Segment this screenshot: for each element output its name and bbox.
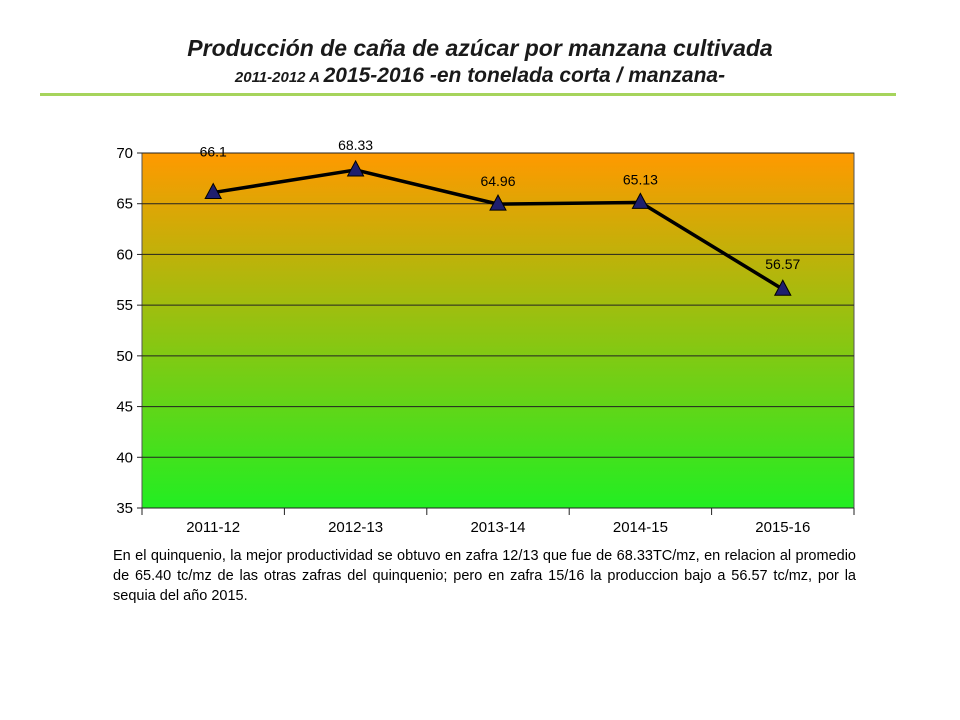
x-tick-label: 2011-12: [186, 519, 240, 536]
y-tick-label: 60: [116, 246, 133, 263]
x-category-dividers: [141, 508, 855, 515]
y-tick-label: 45: [116, 399, 133, 416]
x-tick-label: 2015-16: [755, 519, 810, 536]
x-tick-label: 2012-13: [328, 519, 383, 536]
y-tick-label: 65: [116, 196, 133, 213]
data-point-marker: [346, 159, 365, 177]
y-tick-label: 40: [116, 449, 133, 466]
data-point-marker: [631, 192, 650, 209]
x-tick-label: 2014-15: [613, 519, 668, 536]
y-tick-label: 35: [116, 500, 133, 517]
chart-title: Producción de caña de azúcar por manzana…: [0, 34, 960, 92]
y-tick-label: 70: [116, 145, 133, 162]
data-label: 64.96: [480, 173, 515, 189]
x-axis: 2011-12 2012-13 2013-14 2014-15 2015-16: [186, 519, 810, 536]
chart-title-period-end: 2015-2016 -en tonelada corta / manzana-: [323, 64, 726, 87]
data-labels: 66.1 68.33 64.96 65.13 56.57: [200, 137, 801, 272]
data-label: 66.1: [200, 144, 227, 160]
y-tick-label: 55: [116, 297, 133, 314]
x-tick-label: 2013-14: [470, 519, 525, 536]
data-point-marker: [204, 182, 223, 200]
title-divider: [40, 93, 896, 96]
chart-title-line2: 2011-2012 A 2015-2016 -en tonelada corta…: [0, 62, 960, 92]
plot-area: [141, 152, 855, 509]
data-point-marker: [489, 194, 507, 211]
chart-title-period-start: 2011-2012 A: [234, 69, 324, 86]
chart-title-line1: Producción de caña de azúcar por manzana…: [187, 35, 773, 61]
y-tick-label: 50: [116, 348, 133, 365]
data-label: 65.13: [623, 171, 658, 187]
data-point-marker: [773, 279, 792, 296]
data-label: 68.33: [338, 137, 373, 153]
data-label: 56.57: [765, 256, 800, 272]
y-axis: 35 40 45 50 55 60 65 70: [116, 145, 142, 517]
chart-caption: En el quinquenio, la mejor productividad…: [113, 548, 856, 604]
series: [204, 159, 792, 296]
